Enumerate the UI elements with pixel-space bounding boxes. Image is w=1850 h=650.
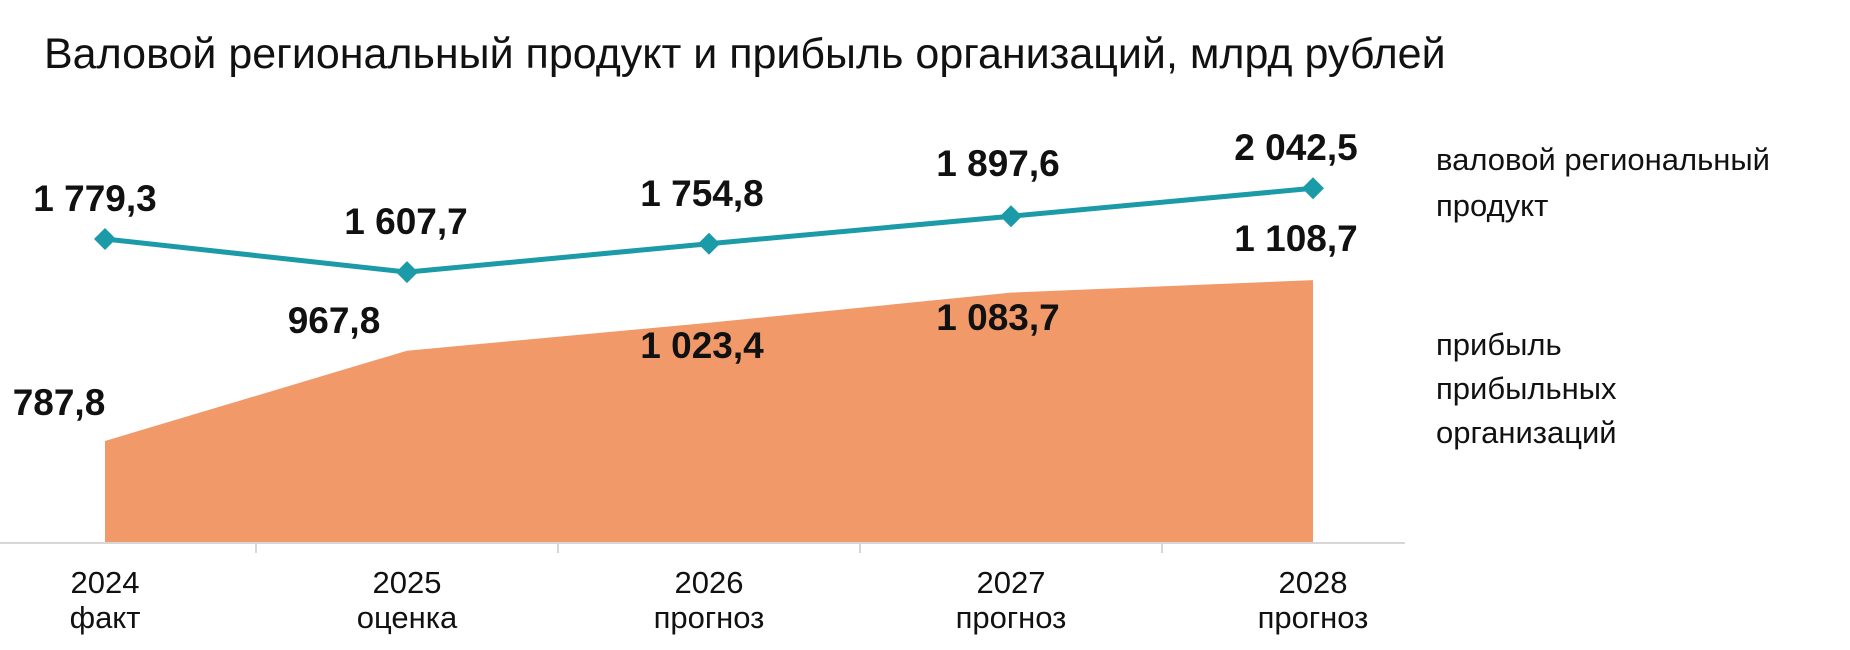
x-tick-label: 2024 факт — [70, 565, 141, 635]
profit-value-label: 787,8 — [13, 382, 106, 423]
legend-grp-line: продукт — [1436, 188, 1548, 223]
grp-point — [396, 261, 418, 284]
x-tick-label-line: прогноз — [956, 600, 1067, 635]
profit-value-label: 967,8 — [288, 300, 381, 341]
x-tick-label-line: факт — [70, 600, 141, 635]
profit-value-label: 1 108,7 — [1234, 218, 1357, 259]
grp-point — [1000, 205, 1022, 228]
grp-point — [698, 232, 720, 255]
x-tick-label-line: 2024 — [71, 565, 140, 600]
x-tick-label-line: прогноз — [654, 600, 765, 635]
profit-value-label: 1 023,4 — [640, 325, 764, 366]
legend-grp-line: валовой региональный — [1436, 142, 1770, 177]
grp-value-label: 1 754,8 — [640, 173, 763, 214]
x-tick-label-line: 2028 — [1279, 565, 1348, 600]
x-tick-label-line: прогноз — [1258, 600, 1369, 635]
x-tick-label-line: оценка — [357, 600, 458, 635]
legend-profit-line: прибыльных — [1436, 371, 1617, 406]
x-tick-label: 2028 прогноз — [1258, 565, 1369, 635]
grp-value-label: 1 779,3 — [33, 178, 156, 219]
x-tick-label-line: 2026 — [675, 565, 744, 600]
x-tick-label-line: 2027 — [977, 565, 1046, 600]
grp-value-label: 1 607,7 — [344, 201, 467, 242]
x-tick-label: 2027 прогноз — [956, 565, 1067, 635]
x-tick-label: 2026 прогноз — [654, 565, 765, 635]
grp-value-label: 2 042,5 — [1234, 127, 1357, 168]
grp-point — [94, 228, 116, 250]
x-tick-label-line: 2025 — [373, 565, 442, 600]
legend-profit-line: организаций — [1436, 415, 1617, 450]
legend-profit-line: прибыль — [1436, 327, 1562, 362]
area-layer — [105, 280, 1313, 543]
profit-area — [105, 280, 1313, 543]
legend-grp: валовой региональный продукт — [1436, 142, 1770, 223]
chart-title: Валовой региональный продукт и прибыль о… — [44, 30, 1446, 78]
data-labels: 1 779,3 1 607,7 1 754,8 1 897,6 2 042,5 787,8… — [13, 127, 1358, 423]
line-layer — [94, 177, 1324, 284]
profit-value-label: 1 083,7 — [936, 297, 1059, 338]
grp-point — [1302, 177, 1324, 200]
grp-value-label: 1 897,6 — [936, 143, 1059, 184]
x-tick-label: 2025 оценка — [357, 565, 458, 635]
legend-profit: прибыль прибыльных организаций — [1436, 327, 1617, 450]
